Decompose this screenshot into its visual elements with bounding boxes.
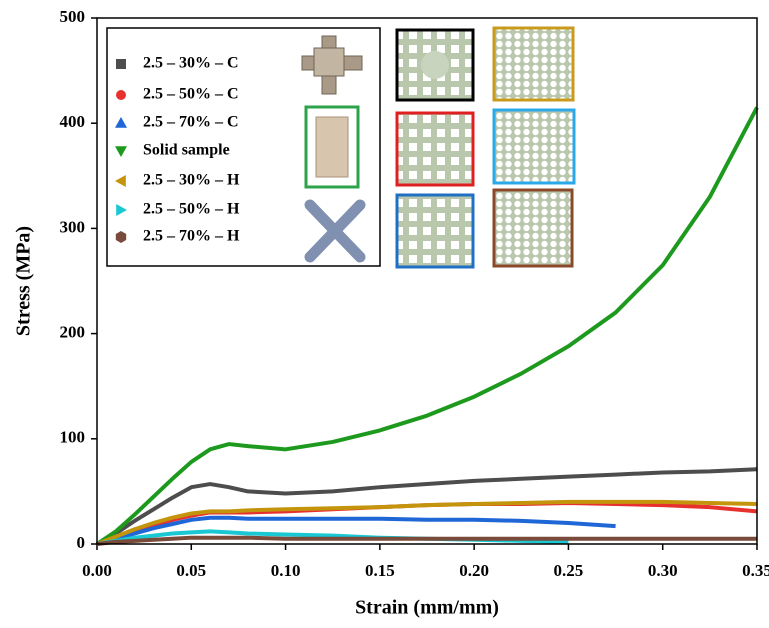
legend-label: 2.5 – 50% – C <box>143 86 239 103</box>
legend-label: 2.5 – 50% – H <box>143 201 240 218</box>
x-tick-label: 0.10 <box>271 561 301 580</box>
x-tick-label: 0.30 <box>648 561 678 580</box>
legend-label: 2.5 – 70% – C <box>143 114 239 131</box>
x-tick-label: 0.25 <box>554 561 584 580</box>
chart: Stress (MPa) Strain (mm/mm) 0.00 0.05 0.10… <box>0 0 769 628</box>
legend-label: 2.5 – 70% – H <box>143 228 240 245</box>
y-axis-label: Stress (MPa) <box>13 226 35 336</box>
y-tick-label: 300 <box>60 217 86 236</box>
x-tick-label: 0.05 <box>176 561 206 580</box>
x-axis-label: Strain (mm/mm) <box>355 597 499 619</box>
x-tick-label: 0.15 <box>365 561 395 580</box>
y-tick-label: 0 <box>77 533 86 552</box>
x-tick-label: 0.20 <box>459 561 489 580</box>
y-tick-label: 100 <box>60 428 86 447</box>
legend-label: 2.5 – 30% – H <box>143 172 240 189</box>
series-line <box>97 538 757 544</box>
legend-marker <box>116 90 126 100</box>
y-tick-label: 400 <box>60 112 86 131</box>
y-tick-label: 500 <box>60 7 86 26</box>
x-tick-label: 0.00 <box>82 561 112 580</box>
legend-label: Solid sample <box>143 142 230 159</box>
y-tick-label: 200 <box>60 323 86 342</box>
x-tick-label: 0.35 <box>742 561 769 580</box>
legend-marker <box>116 59 126 69</box>
legend-label: 2.5 – 30% – C <box>143 55 239 72</box>
